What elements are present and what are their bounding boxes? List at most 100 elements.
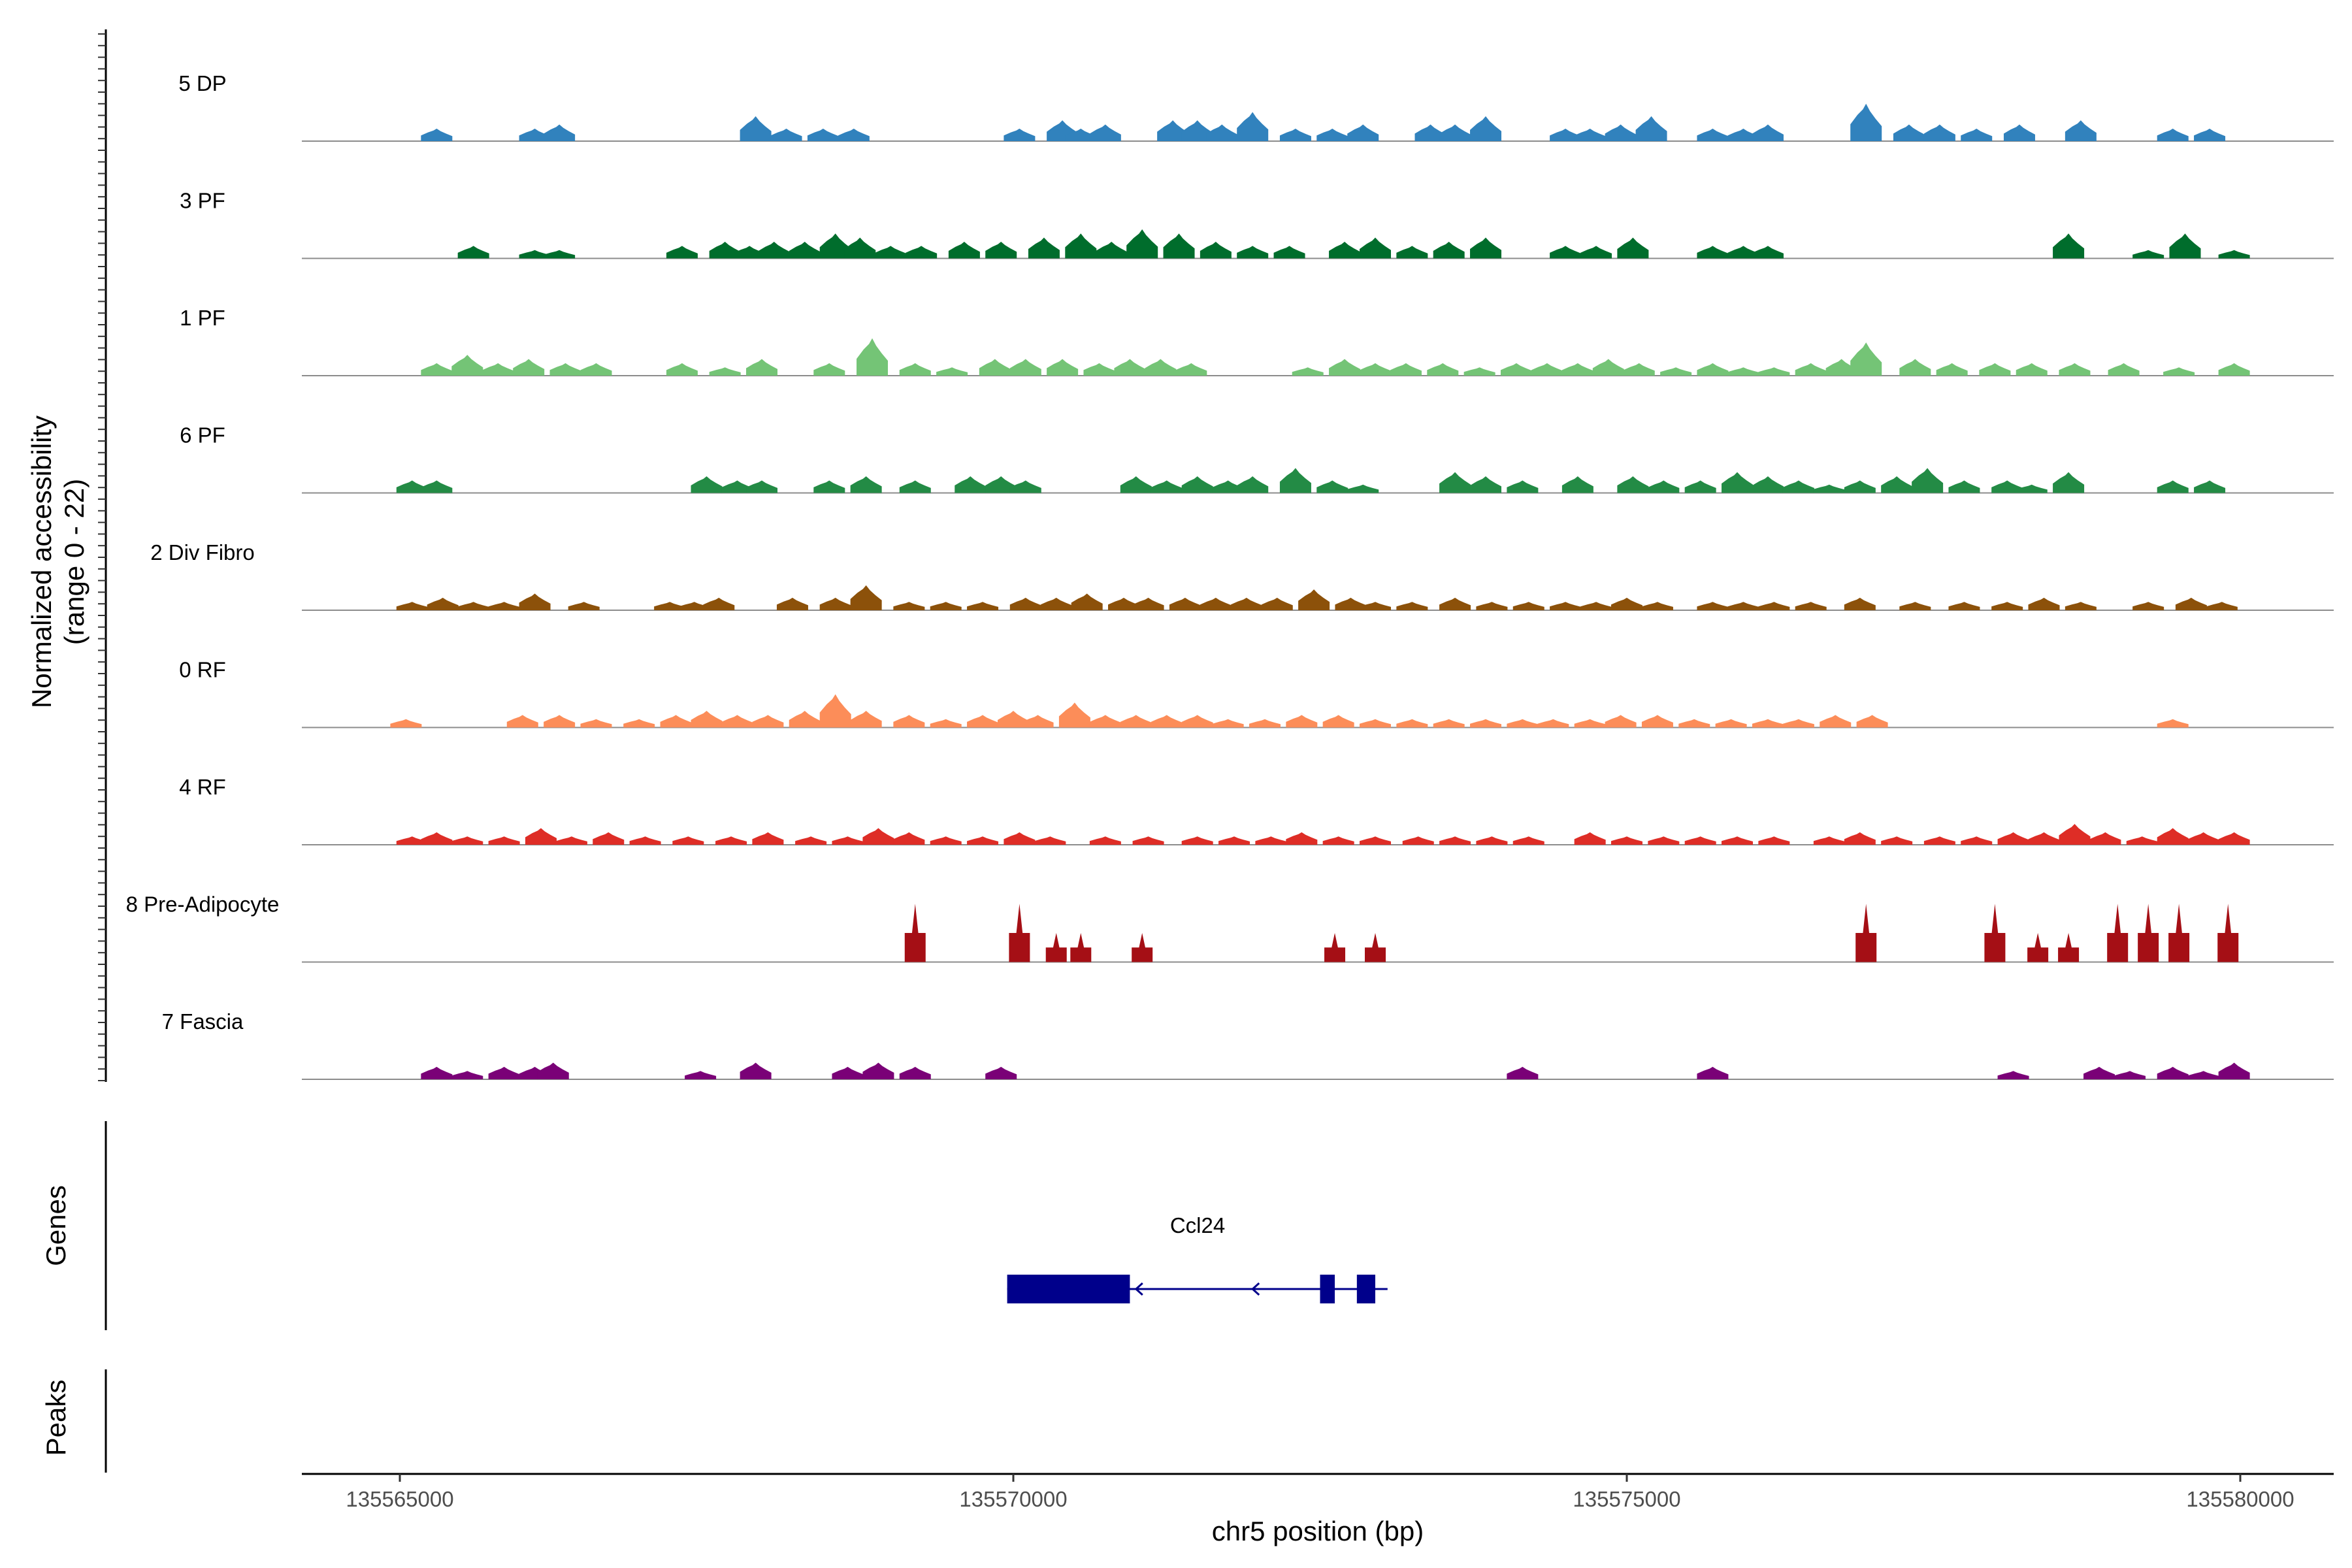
coverage-peak [549,363,581,376]
coverage-peak [819,694,851,728]
coverage-peak [2194,480,2226,493]
coverage-peak [2027,932,2049,962]
coverage-peak [2107,904,2129,962]
coverage-peak [1463,367,1495,376]
coverage-peak [1580,246,1612,259]
coverage-peak [1114,359,1146,376]
coverage-peak [1561,363,1593,376]
gene-exon [1356,1275,1376,1303]
coverage-peak [1157,120,1189,141]
coverage-peak [1360,363,1392,376]
coverage-peak [1795,602,1827,610]
track-labels: 5 DP 3 PF 1 PF 6 PF 2 Div Fibro 0 RF 4 RF 8 Pre… [126,71,280,1034]
coverage-peak [985,1066,1017,1079]
coverage-peak [513,359,545,376]
coverage-peak [629,836,661,845]
coverage-peak [857,338,889,376]
coverage-peak [1850,342,1882,376]
coverage-peak [672,836,704,845]
coverage-peak [838,128,870,141]
coverage-peak [1899,359,1931,376]
coverage-peak [1255,836,1287,845]
coverage-peak [2218,363,2250,376]
track-0-rf [302,694,2334,728]
gene-label: Ccl24 [1170,1213,1225,1237]
coverage-peak [850,711,882,728]
coverage-peak [1697,602,1729,610]
coverage-peak [2114,1071,2146,1079]
coverage-peak [2157,128,2189,141]
coverage-peak [721,715,753,728]
coverage-peak [2065,120,2097,141]
coverage-peak [1936,363,1968,376]
coverage-peak [457,602,489,610]
coverage-peak [1249,719,1281,728]
coverage-peak [1923,836,1955,845]
coverage-peak [813,480,845,493]
coverage-peak [506,715,538,728]
coverage-peak [1439,124,1471,141]
coverage-peak [1200,242,1232,259]
coverage-peak [1512,836,1544,845]
coverage-peak [1360,602,1392,610]
coverage-peak [2089,832,2121,845]
coverage-peak [2028,832,2060,845]
coverage-peak [1580,602,1612,610]
coverage-peak [1893,124,1925,141]
coverage-peak [1531,363,1563,376]
coverage-peak [776,597,808,610]
coverage-peak [789,242,821,259]
coverage-peak [1390,363,1422,376]
coverage-peak [1175,363,1207,376]
coverage-peak [1396,719,1428,728]
coverage-peak [979,359,1011,376]
coverage-peak [1470,476,1502,493]
coverage-peak [1058,702,1090,728]
coverage-peak [1439,597,1471,610]
coverage-peak [1040,597,1072,610]
coverage-peak [2058,932,2080,962]
coverage-peak [1697,128,1729,141]
coverage-peak [1727,246,1759,259]
coverage-peak [1360,237,1392,259]
coverage-peak [544,250,576,259]
coverage-peak [1360,719,1392,728]
coverage-peak [1991,602,2023,610]
coverage-peak [1850,103,1882,141]
coverage-peak [1324,932,1346,962]
coverage-peak [1722,836,1754,845]
x-axis-title: chr5 position (bp) [1212,1516,1424,1546]
coverage-peak [1316,480,1348,493]
coverage-peak [691,711,723,728]
genes-panel-label: Genes [41,1185,71,1266]
coverage-peak [1550,602,1582,610]
coverage-peak [2126,836,2158,845]
coverage-peak [2132,602,2164,610]
x-tick-label: 135580000 [2186,1487,2294,1511]
coverage-peak [844,237,876,259]
coverage-peak [2218,250,2250,259]
coverage-peak [1335,597,1367,610]
coverage-peak [1045,932,1067,962]
coverage-peak [832,1066,864,1079]
coverage-peak [955,476,987,493]
coverage-peak [1574,128,1606,141]
coverage-peak [1476,602,1508,610]
coverage-peak [1206,124,1238,141]
coverage-peak [1286,715,1318,728]
coverage-peak [709,367,741,376]
coverage-peak [807,128,839,141]
coverage-peak [685,1071,717,1079]
track-label: 7 Fascia [162,1009,244,1034]
coverage-peak [1034,836,1066,845]
coverage-peak [2003,124,2035,141]
coverage-peak [1279,468,1311,493]
coverage-peak [998,711,1029,728]
coverage-peak [746,480,778,493]
coverage-peak [457,246,489,259]
coverage-peak [421,128,453,141]
coverage-peak [752,715,784,728]
coverage-peak [967,602,999,610]
coverage-peak [1684,836,1716,845]
coverage-peak [1083,363,1115,376]
